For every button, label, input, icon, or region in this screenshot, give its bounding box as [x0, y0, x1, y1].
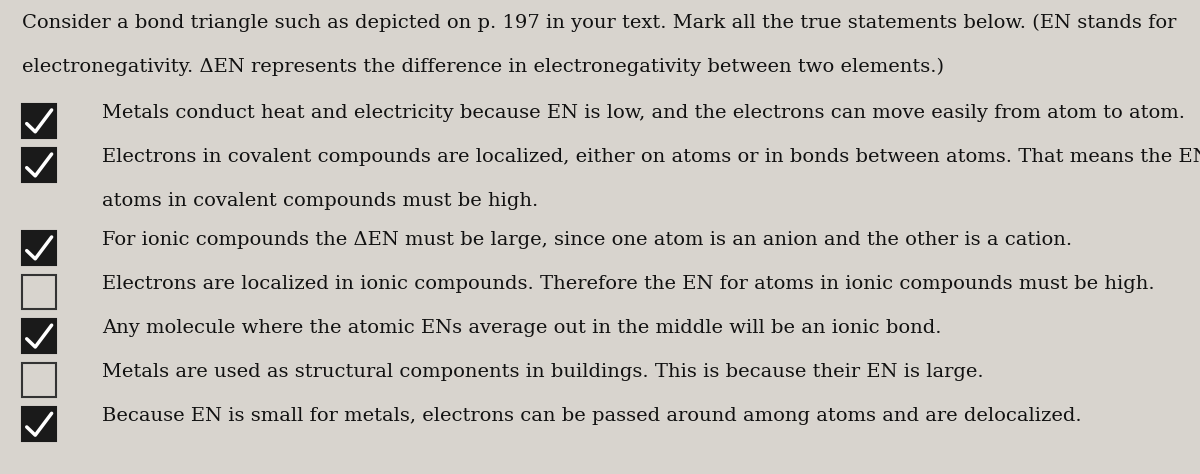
FancyBboxPatch shape [22, 407, 55, 441]
Text: electronegativity. ΔEN represents the difference in electronegativity between tw: electronegativity. ΔEN represents the di… [22, 58, 943, 76]
Text: Electrons are localized in ionic compounds. Therefore the EN for atoms in ionic : Electrons are localized in ionic compoun… [102, 275, 1154, 293]
Text: For ionic compounds the ΔEN must be large, since one atom is an anion and the ot: For ionic compounds the ΔEN must be larg… [102, 231, 1072, 249]
FancyBboxPatch shape [22, 363, 55, 397]
Text: Electrons in covalent compounds are localized, either on atoms or in bonds betwe: Electrons in covalent compounds are loca… [102, 148, 1200, 166]
FancyBboxPatch shape [22, 275, 55, 309]
Text: Metals conduct heat and electricity because EN is low, and the electrons can mov: Metals conduct heat and electricity beca… [102, 104, 1186, 122]
FancyBboxPatch shape [22, 104, 55, 138]
FancyBboxPatch shape [22, 319, 55, 353]
Text: Consider a bond triangle such as depicted on p. 197 in your text. Mark all the t: Consider a bond triangle such as depicte… [22, 14, 1176, 33]
FancyBboxPatch shape [22, 148, 55, 182]
Text: Because EN is small for metals, electrons can be passed around among atoms and a: Because EN is small for metals, electron… [102, 407, 1081, 425]
Text: Any molecule where the atomic ENs average out in the middle will be an ionic bon: Any molecule where the atomic ENs averag… [102, 319, 942, 337]
Text: atoms in covalent compounds must be high.: atoms in covalent compounds must be high… [102, 192, 539, 210]
Text: Metals are used as structural components in buildings. This is because their EN : Metals are used as structural components… [102, 363, 984, 381]
FancyBboxPatch shape [22, 231, 55, 265]
